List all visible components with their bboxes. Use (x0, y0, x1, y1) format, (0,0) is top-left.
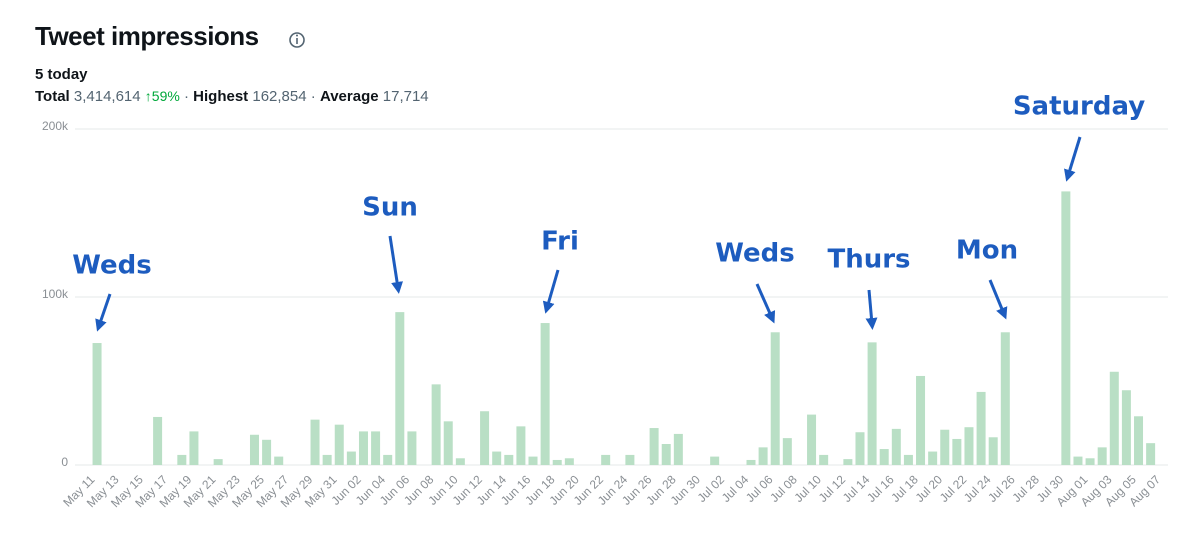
bar (371, 431, 381, 465)
bar (782, 438, 792, 465)
bar (1134, 416, 1144, 465)
bar (916, 375, 926, 465)
bar (1097, 447, 1107, 465)
bar (843, 459, 853, 465)
bar (940, 429, 950, 465)
bar (1000, 332, 1010, 465)
annotation: Fri (541, 227, 579, 257)
bar (746, 459, 756, 465)
bar (395, 312, 405, 465)
total-label: Total (35, 88, 70, 105)
bar (407, 431, 417, 465)
bar (189, 431, 199, 465)
bar (528, 456, 538, 465)
bar (540, 323, 550, 465)
y-tick-label: 0 (61, 455, 68, 469)
bar (431, 384, 441, 465)
bar (177, 454, 187, 465)
annotation-arrow (1064, 136, 1082, 182)
bar (310, 419, 320, 465)
stats-line: Total 3,414,614 ↑59% · Highest 162,854 ·… (35, 88, 429, 105)
annotation: Thurs (827, 245, 910, 275)
annotation-arrow (542, 269, 560, 314)
bar (1109, 371, 1119, 465)
annotation: Weds (72, 251, 151, 281)
bar (334, 424, 344, 465)
y-tick-label: 200k (42, 119, 69, 133)
y-tick-label: 100k (42, 287, 69, 301)
bar (552, 459, 562, 465)
annotation: Sun (362, 193, 418, 223)
bar (274, 456, 284, 465)
bar (879, 449, 889, 465)
bar (358, 431, 368, 465)
bar (262, 439, 272, 465)
annotation: Weds (715, 239, 794, 269)
bar (443, 421, 453, 465)
annotation-arrow (988, 279, 1008, 320)
bar (903, 454, 913, 465)
total-value: 3,414,614 (74, 88, 141, 105)
bar (1085, 458, 1095, 465)
bar (819, 454, 829, 465)
bar (516, 426, 526, 465)
bar (976, 391, 986, 465)
bar (867, 342, 877, 465)
annotation-arrow (95, 293, 112, 332)
bar (928, 451, 938, 465)
today-count: 5 today (35, 66, 88, 83)
bar (988, 437, 998, 465)
bar (625, 454, 635, 465)
highest-value: 162,854 (252, 88, 306, 105)
annotation: Mon (956, 236, 1018, 266)
bar (455, 458, 465, 465)
average-label: Average (320, 88, 379, 105)
bar (964, 427, 974, 465)
annotation: Saturday (1013, 92, 1145, 122)
bar (346, 451, 356, 465)
bar (213, 459, 223, 465)
bar (807, 414, 817, 465)
bar (92, 343, 102, 465)
bar (1061, 191, 1071, 465)
bar (480, 411, 490, 465)
bar (322, 454, 332, 465)
bar (673, 433, 683, 465)
bar (249, 434, 259, 465)
highest-label: Highest (193, 88, 248, 105)
change-value: ↑59% (145, 88, 180, 104)
info-icon[interactable] (289, 32, 305, 48)
bar (1146, 443, 1156, 465)
bar (758, 447, 768, 465)
bar (383, 454, 393, 465)
annotation-arrow (388, 235, 404, 294)
annotations: Weds Sun Fri Weds Thurs Mon Saturday (72, 92, 1145, 332)
bar (504, 454, 514, 465)
bar (1073, 456, 1083, 465)
bar (601, 454, 611, 465)
bar (770, 332, 780, 465)
bar (891, 428, 901, 465)
chart-title: Tweet impressions (35, 21, 259, 51)
bar (710, 456, 720, 465)
separator: · (311, 88, 316, 105)
bar (1121, 390, 1131, 465)
bar (855, 432, 865, 465)
annotation-arrow (755, 283, 776, 324)
bar (153, 416, 163, 465)
bar (661, 444, 671, 465)
bar (952, 438, 962, 465)
average-value: 17,714 (383, 88, 429, 105)
bar (564, 458, 574, 465)
bar (492, 451, 502, 465)
separator: · (184, 88, 189, 105)
annotation-arrow (865, 289, 878, 330)
bar (649, 428, 659, 465)
